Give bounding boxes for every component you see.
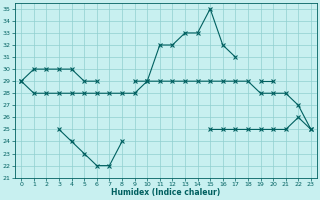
X-axis label: Humidex (Indice chaleur): Humidex (Indice chaleur) [111,188,221,197]
